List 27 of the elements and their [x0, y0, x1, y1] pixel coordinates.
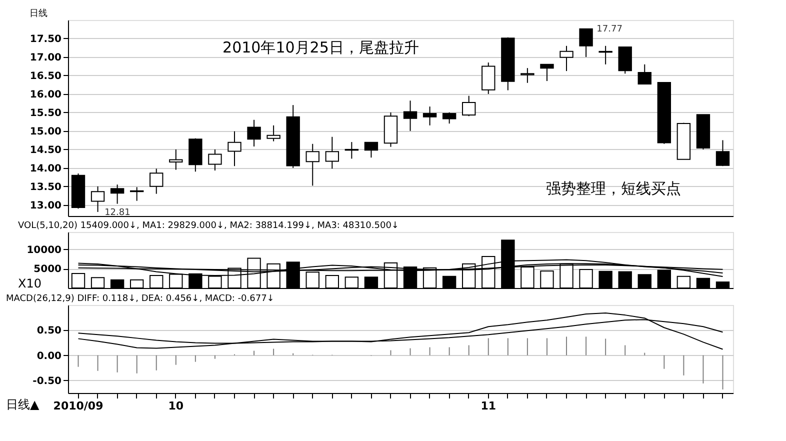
y-tick-label: 10000: [26, 244, 62, 256]
y-tick-label: 17.00: [30, 52, 62, 64]
y-tick-label: 0.50: [36, 326, 62, 337]
chart-title: 日线: [29, 8, 48, 19]
x-tick-label: 10: [168, 400, 184, 412]
y-tick-label: 15.50: [30, 108, 62, 119]
y-tick-label: -0.50: [32, 376, 62, 387]
text: X10: [18, 276, 42, 291]
chart-title: MACD(26,12,9) DIFF: 0.118↓, DEA: 0.456↓, MACD: -0.677↓: [6, 294, 274, 304]
annotation: 2010年10月25日，尾盘拉升: [222, 38, 419, 56]
y-tick-label: 15.00: [30, 126, 62, 138]
y-tick-label: 16.00: [30, 89, 62, 100]
y-tick-label: 13.00: [30, 200, 62, 212]
y-tick-label: 14.50: [30, 144, 62, 156]
x-tick-label: 2010/09: [53, 400, 104, 412]
text: 日线▲: [6, 397, 40, 412]
annotation: 17.77: [596, 24, 622, 34]
annotation: 强势整理，短线买点: [546, 180, 681, 198]
y-tick-label: 17.50: [30, 34, 62, 45]
y-tick-label: 13.50: [30, 182, 62, 193]
chart-title: VOL(5,10,20) 15409.000↓, MA1: 29829.000↓, MA2: 38814.199↓, MA3: 48310.500↓: [18, 221, 399, 231]
y-tick-label: 0.00: [36, 350, 62, 362]
annotation: 12.81: [104, 208, 130, 218]
x-tick-label: 11: [480, 400, 496, 412]
y-tick-label: 14.00: [30, 163, 62, 174]
y-tick-label: 5000: [34, 264, 62, 276]
y-tick-label: 16.50: [30, 70, 62, 82]
